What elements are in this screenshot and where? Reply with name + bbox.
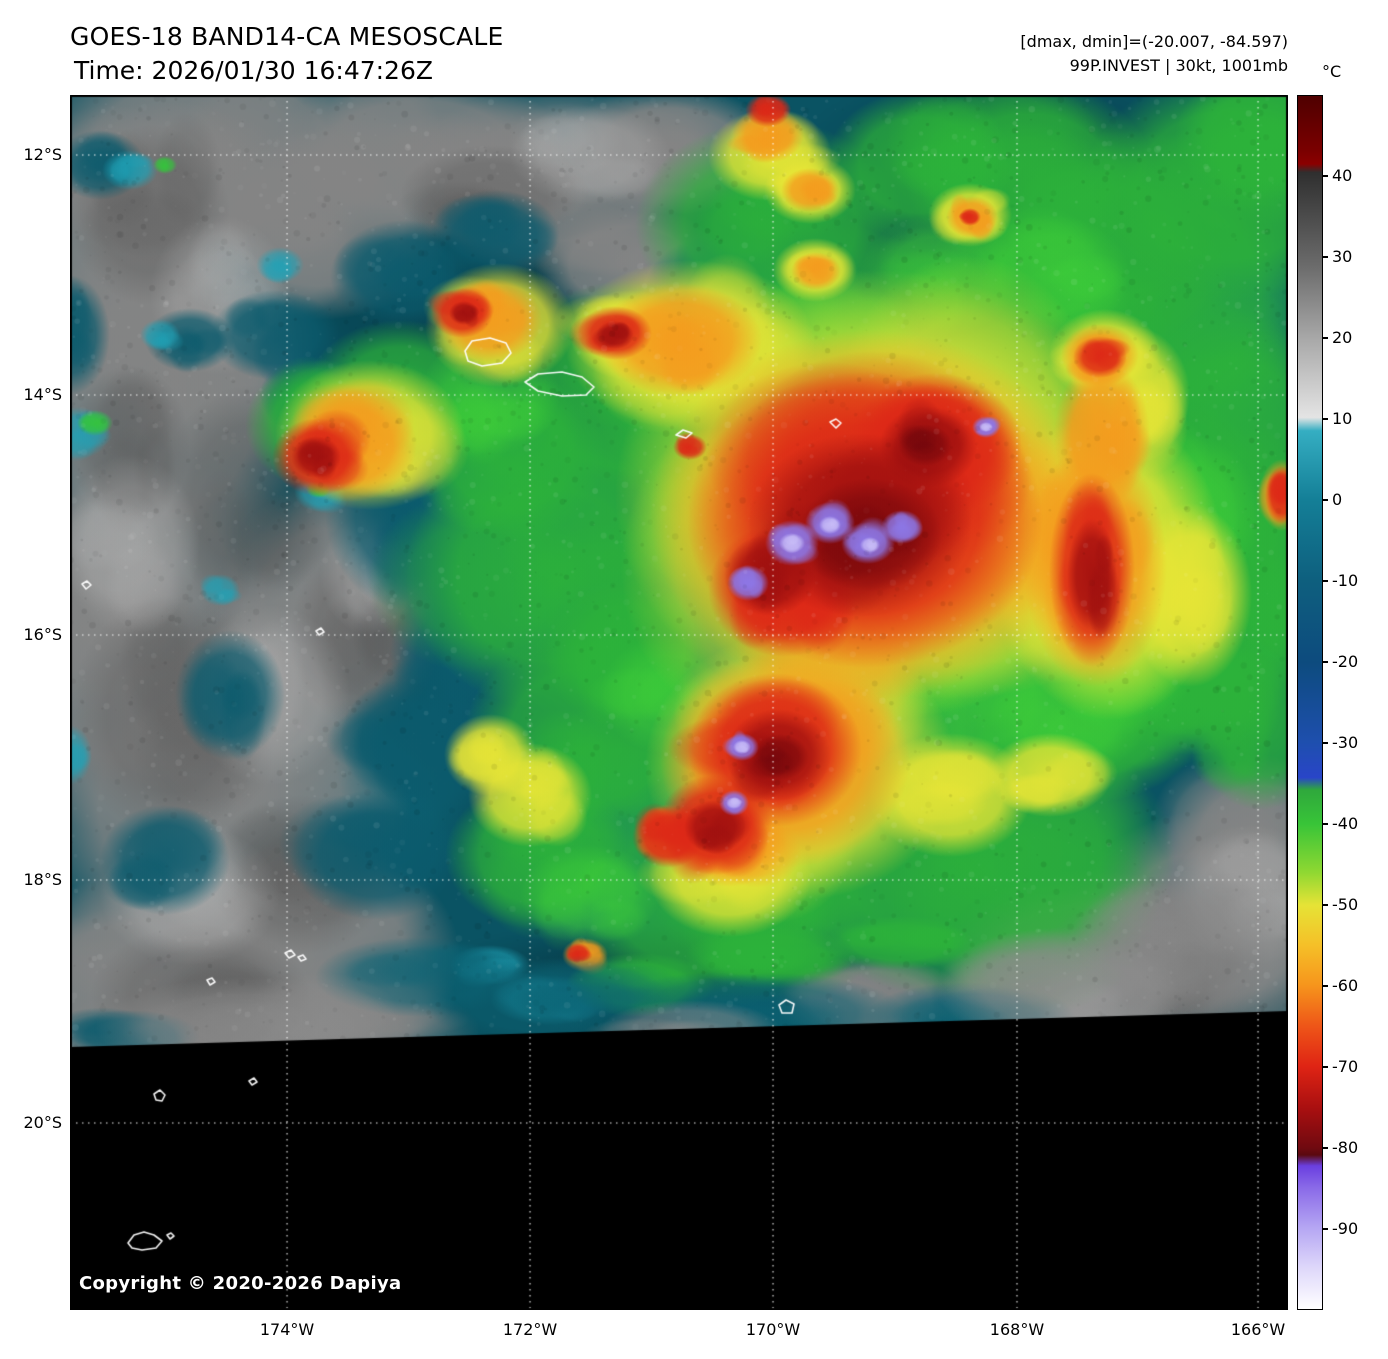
colorbar-tick-mark: [1323, 823, 1328, 825]
lon-axis-label: 170°W: [745, 1320, 801, 1339]
colorbar-tick-label: -30: [1332, 733, 1359, 752]
product-timestamp: Time: 2026/01/30 16:47:26Z: [74, 56, 433, 85]
product-title: GOES-18 BAND14-CA MESOSCALE: [70, 22, 504, 51]
colorbar-tick-mark: [1323, 499, 1328, 501]
colorbar-tick-label: -10: [1332, 571, 1359, 590]
colorbar-tick-label: -80: [1332, 1138, 1359, 1157]
storm-info-readout: 99P.INVEST | 30kt, 1001mb: [1069, 56, 1288, 75]
lat-axis-label: 18°S: [23, 870, 62, 889]
colorbar-tick-label: 40: [1332, 166, 1353, 185]
colorbar-tick-label: -50: [1332, 895, 1359, 914]
lat-axis-label: 16°S: [23, 624, 62, 644]
lon-axis-label: 174°W: [259, 1320, 315, 1339]
dmax-dmin-readout: [dmax, dmin]=(-20.007, -84.597): [1020, 32, 1288, 51]
colorbar-tick-mark: [1323, 904, 1328, 906]
lat-axis-label: 12°S: [23, 145, 62, 165]
colorbar-tick-mark: [1323, 985, 1328, 987]
satellite-canvas: [70, 95, 1288, 1310]
colorbar-gradient: [1298, 96, 1322, 1309]
colorbar-tick-mark: [1323, 661, 1328, 663]
colorbar-tick-mark: [1323, 1147, 1328, 1149]
lon-axis-label: 166°W: [1230, 1320, 1286, 1339]
lon-axis-label: 168°W: [989, 1320, 1045, 1339]
colorbar-tick-mark: [1323, 580, 1328, 582]
colorbar-tick-mark: [1323, 175, 1328, 177]
colorbar-tick-mark: [1323, 337, 1328, 339]
copyright-watermark: Copyright © 2020-2026 Dapiya: [79, 1273, 402, 1294]
header-info-block: [dmax, dmin]=(-20.007, -84.597) 99P.INVE…: [1020, 30, 1288, 78]
colorbar-tick-label: 0: [1332, 490, 1343, 509]
colorbar-tick-label: -70: [1332, 1057, 1359, 1076]
colorbar-unit-label: °C: [1322, 62, 1342, 81]
colorbar-tick-label: -90: [1332, 1219, 1359, 1238]
colorbar-tick-mark: [1323, 256, 1328, 258]
colorbar-tick-label: -40: [1332, 814, 1359, 833]
colorbar-tick-mark: [1323, 1228, 1328, 1230]
lon-axis-label: 172°W: [502, 1320, 558, 1339]
colorbar: [1297, 95, 1323, 1310]
colorbar-tick-label: -60: [1332, 976, 1359, 995]
colorbar-tick-mark: [1323, 742, 1328, 744]
colorbar-tick-label: 30: [1332, 247, 1353, 266]
colorbar-tick-mark: [1323, 418, 1328, 420]
colorbar-tick-mark: [1323, 1066, 1328, 1068]
colorbar-tick-label: 10: [1332, 409, 1353, 428]
colorbar-tick-label: -20: [1332, 652, 1359, 671]
satellite-map-frame: Copyright © 2020-2026 Dapiya: [70, 95, 1288, 1310]
lat-axis-label: 14°S: [23, 384, 62, 404]
colorbar-tick-label: 20: [1332, 328, 1353, 347]
lat-axis-label: 20°S: [23, 1113, 62, 1132]
